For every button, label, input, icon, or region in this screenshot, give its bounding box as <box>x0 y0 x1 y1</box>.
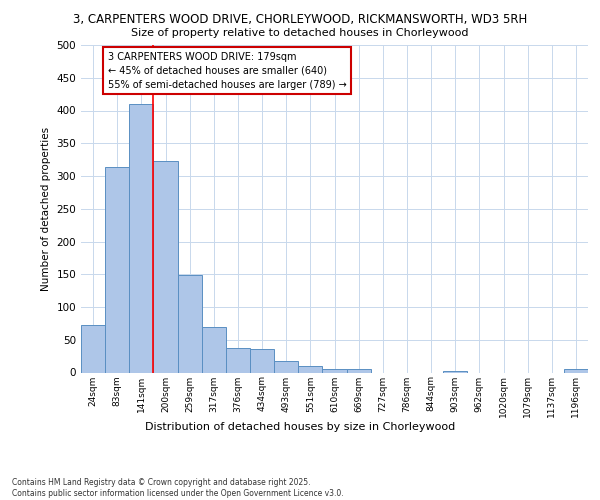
Bar <box>443 370 467 372</box>
Bar <box>298 366 322 372</box>
Bar <box>178 275 202 372</box>
Text: 3 CARPENTERS WOOD DRIVE: 179sqm
← 45% of detached houses are smaller (640)
55% o: 3 CARPENTERS WOOD DRIVE: 179sqm ← 45% of… <box>107 52 346 90</box>
Bar <box>105 168 129 372</box>
Text: Distribution of detached houses by size in Chorleywood: Distribution of detached houses by size … <box>145 422 455 432</box>
Bar <box>564 369 588 372</box>
Bar <box>322 369 347 372</box>
Bar <box>250 349 274 372</box>
Bar <box>226 348 250 372</box>
Bar <box>347 368 371 372</box>
Text: 3, CARPENTERS WOOD DRIVE, CHORLEYWOOD, RICKMANSWORTH, WD3 5RH: 3, CARPENTERS WOOD DRIVE, CHORLEYWOOD, R… <box>73 12 527 26</box>
Bar <box>202 328 226 372</box>
Bar <box>154 161 178 372</box>
Bar <box>274 360 298 372</box>
Text: Size of property relative to detached houses in Chorleywood: Size of property relative to detached ho… <box>131 28 469 38</box>
Text: Contains HM Land Registry data © Crown copyright and database right 2025.
Contai: Contains HM Land Registry data © Crown c… <box>12 478 344 498</box>
Y-axis label: Number of detached properties: Number of detached properties <box>41 126 51 291</box>
Bar <box>81 326 105 372</box>
Bar <box>129 104 154 372</box>
